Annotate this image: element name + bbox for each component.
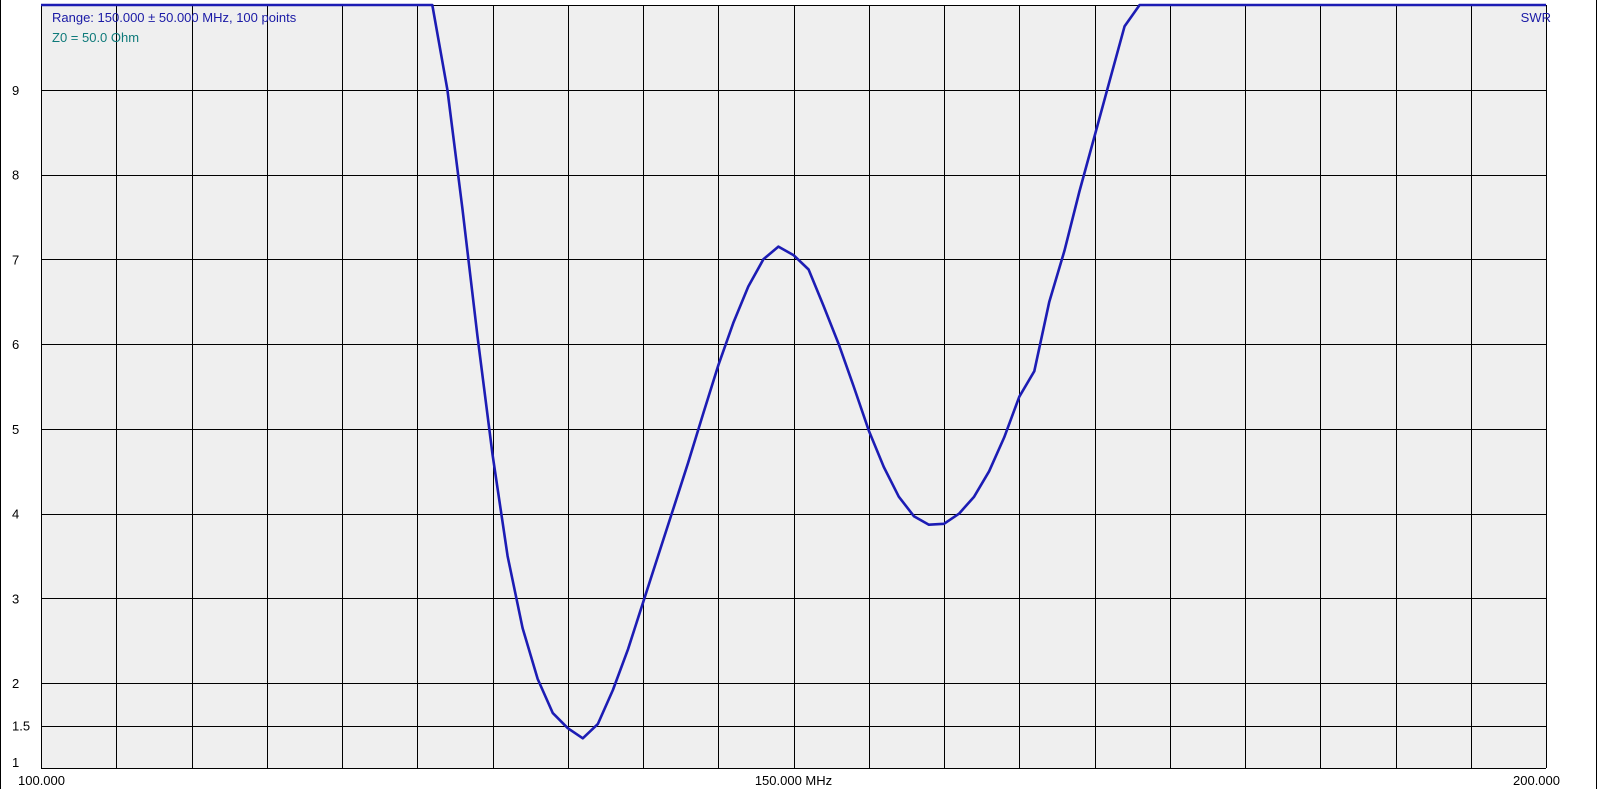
y-axis-ticks: 1 1.5 2 3 4 5 6 7 8 9 [12,83,30,770]
swr-trace-line [41,3,1546,740]
y-tick-label: 9 [12,83,19,98]
range-info-text: Range: 150.000 ± 50.000 MHz, 100 points [52,10,297,25]
y-tick-label: 8 [12,168,19,183]
plot-area [41,5,1546,768]
y-tick-label: 2 [12,676,19,691]
y-tick-label: 3 [12,591,19,606]
parameter-label: SWR [1521,10,1551,25]
x-tick-label: 200.000 [1513,773,1560,788]
y-tick-label: 1.5 [12,719,30,734]
y-tick-label: 1 [12,755,19,770]
y-tick-label: 7 [12,252,19,267]
x-tick-label: 100.000 [18,773,65,788]
z0-info-text: Z0 = 50.0 Ohm [52,30,139,45]
y-tick-label: 6 [12,337,19,352]
y-tick-label: 5 [12,422,19,437]
x-axis-ticks: 100.000 150.000 MHz 200.000 [18,773,1560,788]
x-tick-label: 150.000 MHz [755,773,832,788]
y-tick-label: 4 [12,507,19,522]
